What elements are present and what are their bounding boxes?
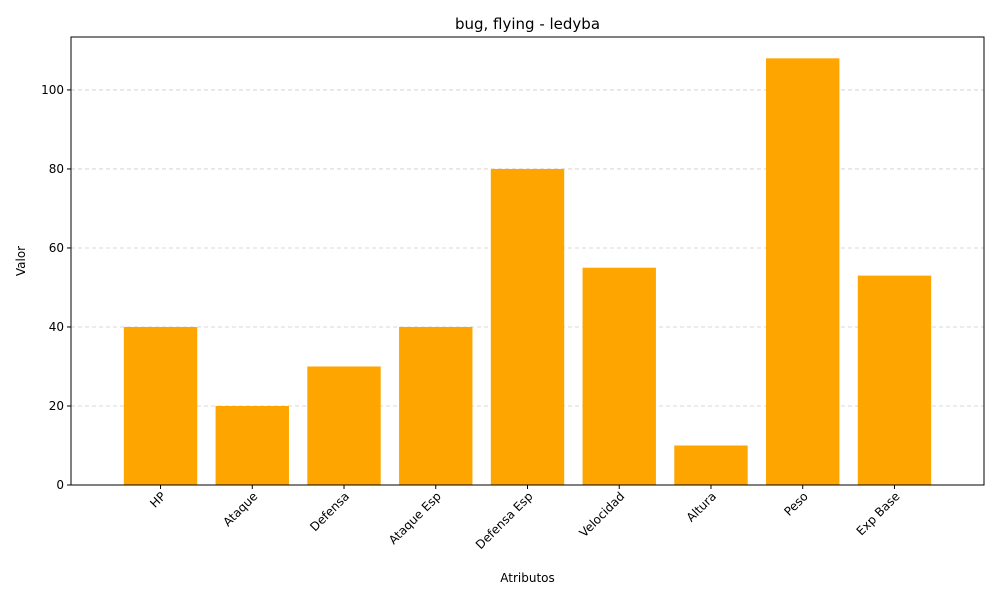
bar-peso bbox=[766, 58, 840, 485]
y-axis-ticks: 0 20 40 60 80 100 bbox=[41, 83, 71, 492]
y-tick-label: 100 bbox=[41, 83, 64, 97]
x-tick-label: Defensa bbox=[307, 489, 352, 534]
y-tick-label: 20 bbox=[49, 399, 64, 413]
bar-ataque bbox=[215, 405, 289, 485]
bar-exp-base bbox=[857, 275, 932, 485]
x-tick-label: Exp Base bbox=[854, 489, 903, 538]
y-tick-label: 0 bbox=[56, 478, 64, 492]
x-tick-label: Peso bbox=[781, 489, 811, 519]
bar-hp bbox=[123, 326, 198, 485]
y-tick-label: 40 bbox=[49, 320, 64, 334]
x-tick-label: HP bbox=[147, 489, 168, 510]
x-tick-label: Ataque bbox=[220, 489, 260, 529]
x-tick-label: Defensa Esp bbox=[473, 489, 536, 552]
bar-defensa bbox=[307, 366, 381, 485]
chart-title: bug, flying - ledyba bbox=[455, 15, 600, 33]
y-tick-label: 80 bbox=[49, 162, 64, 176]
x-tick-label: Velocidad bbox=[577, 489, 628, 540]
x-tick-label: Ataque Esp bbox=[386, 489, 444, 547]
bars bbox=[123, 58, 932, 485]
bar-defensa-esp bbox=[490, 168, 565, 485]
bar-altura bbox=[674, 445, 748, 485]
bar-ataque-esp bbox=[399, 326, 473, 485]
y-axis-title: Valor bbox=[14, 246, 28, 276]
x-axis-title: Atributos bbox=[500, 571, 555, 585]
y-tick-label: 60 bbox=[49, 241, 64, 255]
bar-velocidad bbox=[582, 267, 656, 485]
x-tick-label: Altura bbox=[684, 489, 719, 524]
x-axis-ticks: HP Ataque Defensa Ataque Esp Defensa Esp Velo… bbox=[147, 485, 903, 552]
